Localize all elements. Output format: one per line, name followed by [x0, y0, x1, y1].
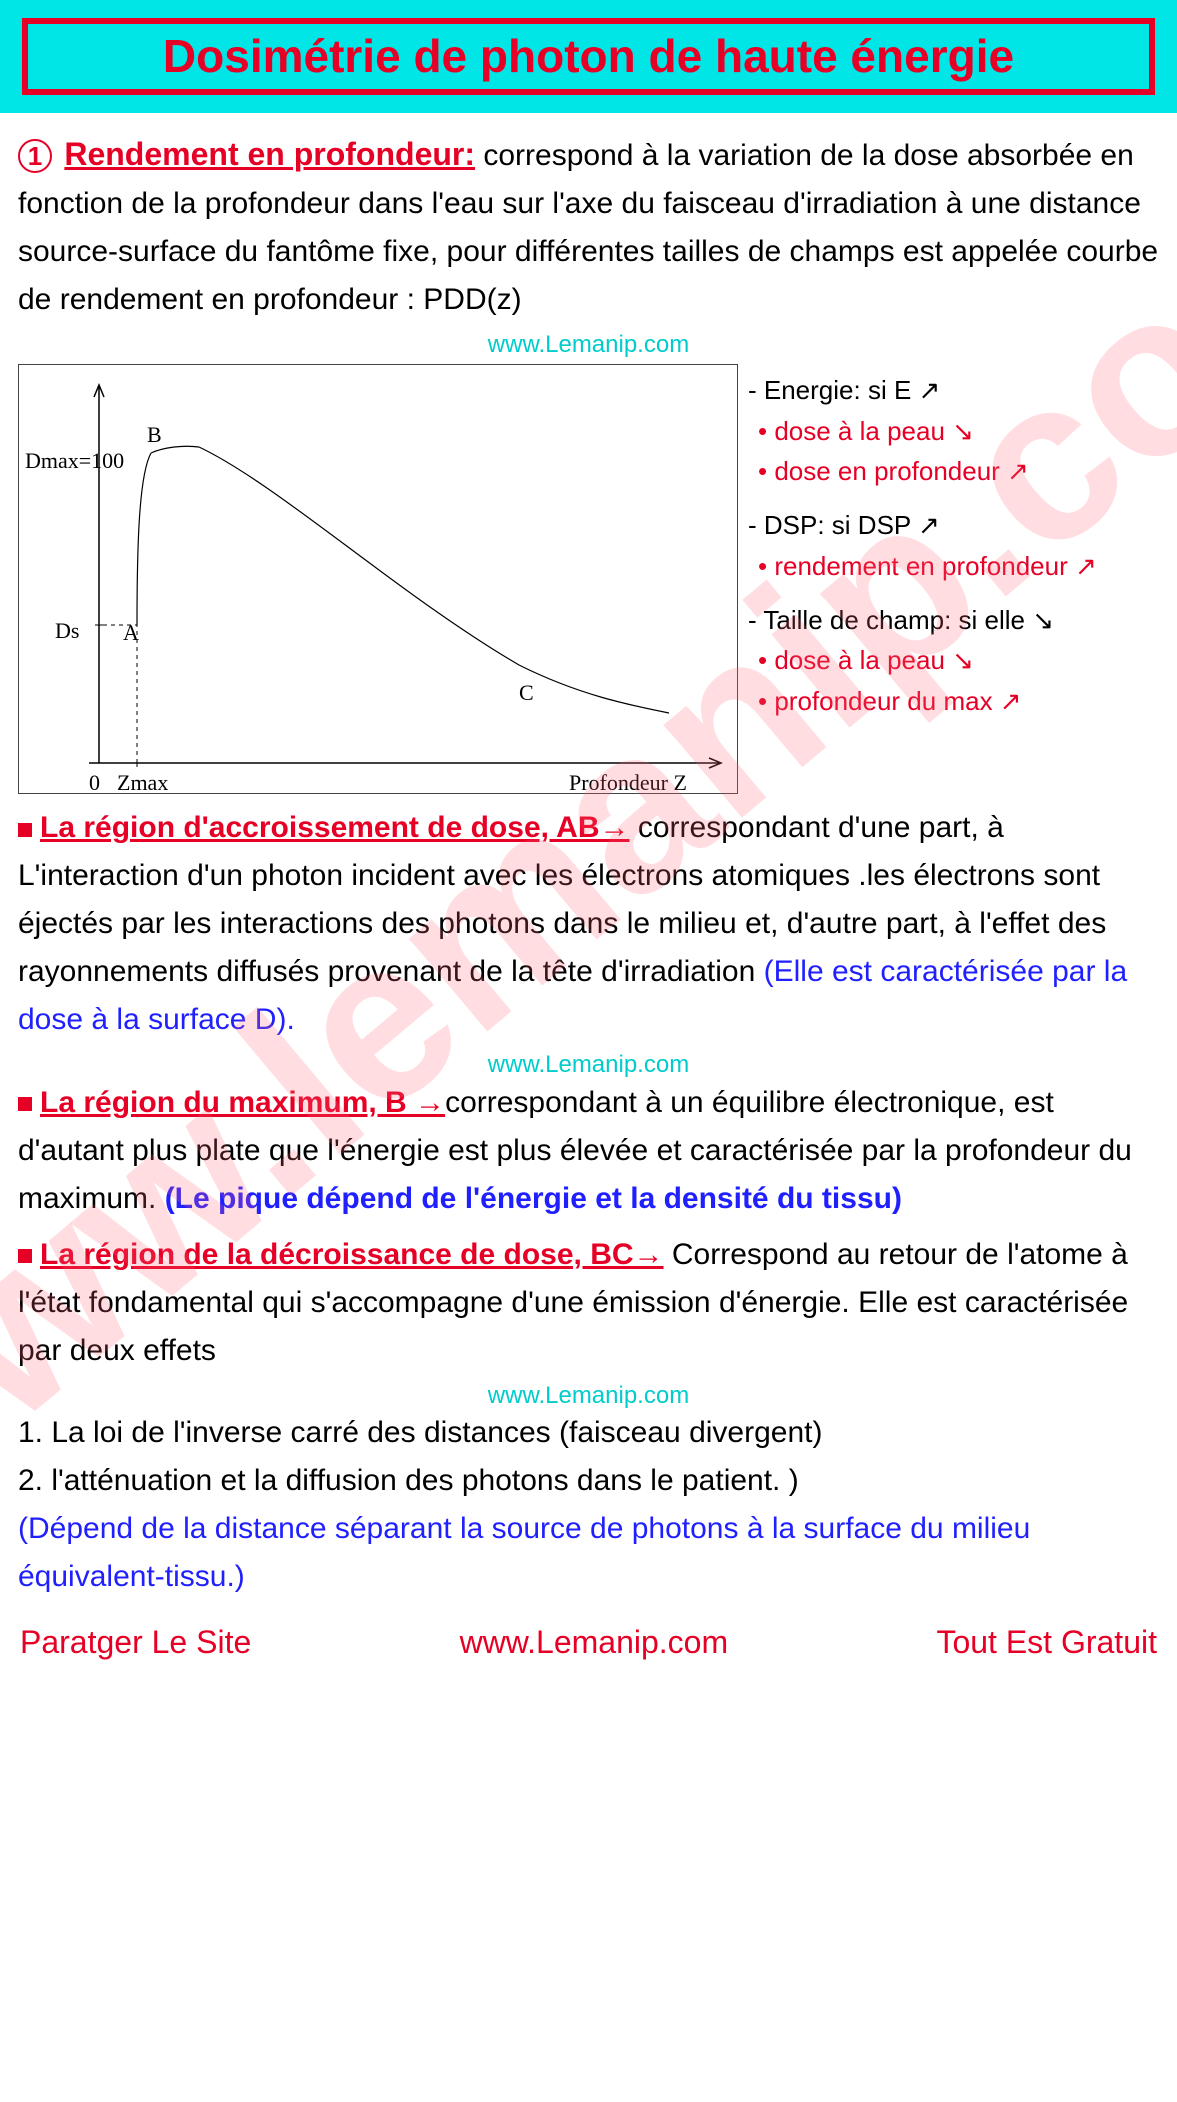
region-bc-blue-1: (Dépend de la distance séparant la sourc… [18, 1505, 1159, 1601]
legend-taille-2: • profondeur du max ↗ [758, 681, 1159, 721]
section-1-intro: 1 Rendement en profondeur: correspond à … [18, 129, 1159, 324]
legend-energie-1: • dose à la peau ↘ [758, 411, 1159, 451]
section-number: 1 [18, 139, 52, 173]
region-ab-title: La région d'accroissement de dose, AB→ [40, 811, 630, 844]
section-1-heading: Rendement en profondeur: [64, 136, 475, 172]
label-origin: 0 [89, 765, 100, 800]
region-bc-l1: 1. La loi de l'inverse carré des distanc… [18, 1409, 1159, 1457]
region-b-blue: (Le pique dépend de l'énergie et la dens… [165, 1182, 902, 1215]
chart-legend: - Energie: si E ↗ • dose à la peau ↘ • d… [748, 364, 1159, 794]
footer-left: Paratger Le Site [20, 1617, 251, 1668]
footer: Paratger Le Site www.Lemanip.com Tout Es… [0, 1611, 1177, 1686]
label-ds: Ds [55, 613, 79, 648]
label-x: Profondeur Z [569, 765, 687, 800]
region-b: La région du maximum, B →correspondant à… [18, 1079, 1159, 1223]
region-b-title: La région du maximum, B → [40, 1086, 445, 1119]
bullet-icon [18, 1249, 32, 1263]
legend-taille-1: • dose à la peau ↘ [758, 640, 1159, 680]
pdd-chart: Dmax=100 Ds B A C 0 Zmax Profondeur Z [18, 364, 738, 794]
page: www.lemanip.com Dosimétrie de photon de … [0, 0, 1177, 1686]
label-C: C [519, 675, 534, 710]
figure-row: Dmax=100 Ds B A C 0 Zmax Profondeur Z - … [18, 364, 1159, 794]
region-ab: La région d'accroissement de dose, AB→ c… [18, 804, 1159, 1044]
region-bc-title: La région de la décroissance de dose, BC… [40, 1238, 664, 1271]
page-title: Dosimétrie de photon de haute énergie [36, 30, 1141, 83]
region-bc: La région de la décroissance de dose, BC… [18, 1231, 1159, 1375]
title-box: Dosimétrie de photon de haute énergie [22, 18, 1155, 95]
bullet-icon [18, 823, 32, 837]
footer-mid: www.Lemanip.com [460, 1617, 729, 1668]
footer-right: Tout Est Gratuit [936, 1617, 1157, 1668]
label-B: B [147, 417, 162, 452]
pdd-chart-svg [19, 365, 739, 795]
label-dmax: Dmax=100 [25, 443, 124, 478]
legend-taille: - Taille de champ: si elle ↘ [748, 600, 1159, 640]
label-A: A [123, 615, 139, 650]
content: 1 Rendement en profondeur: correspond à … [0, 125, 1177, 1611]
label-zmax: Zmax [117, 765, 168, 800]
bullet-icon [18, 1097, 32, 1111]
legend-energie: - Energie: si E ↗ [748, 370, 1159, 410]
watermark-1: www.Lemanip.com [18, 326, 1159, 364]
legend-energie-2: • dose en profondeur ↗ [758, 451, 1159, 491]
legend-dsp-1: • rendement en profondeur ↗ [758, 546, 1159, 586]
title-band: Dosimétrie de photon de haute énergie [0, 0, 1177, 113]
legend-dsp: - DSP: si DSP ↗ [748, 505, 1159, 545]
region-bc-l2: 2. l'atténuation et la diffusion des pho… [18, 1457, 1159, 1505]
